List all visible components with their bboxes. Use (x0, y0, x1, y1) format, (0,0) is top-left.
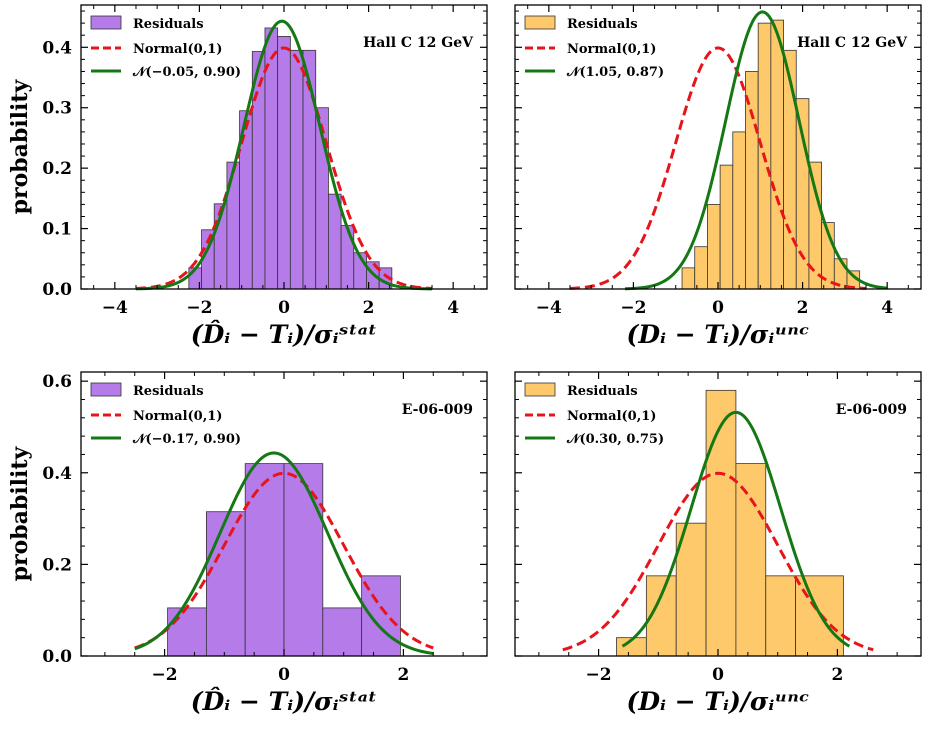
x-tick-label: 2 (397, 665, 409, 685)
histogram-bar (289, 49, 304, 290)
y-tick-label: 0.3 (42, 99, 72, 119)
legend: Residuals Normal(0,1) 𝒩(0.30, 0.75) (524, 382, 664, 447)
x-tick-label: −4 (536, 298, 562, 318)
histogram-bar (681, 267, 696, 290)
legend: Residuals Normal(0,1) 𝒩(−0.05, 0.90) (90, 15, 241, 80)
x-tick-label: −2 (620, 298, 646, 318)
legend-swatch-residuals (90, 15, 122, 30)
legend-label-residuals: Residuals (133, 17, 204, 32)
y-tick-label: 0.1 (42, 220, 72, 240)
histogram-bar (783, 49, 797, 290)
histogram-bar (795, 98, 810, 290)
histogram-bar (328, 193, 342, 290)
legend-label-residuals: Residuals (567, 384, 638, 399)
histogram-bar (694, 246, 708, 290)
legend-swatch-residuals (90, 382, 122, 397)
x-tick-label: 2 (363, 298, 375, 318)
y-tick-label: 0.0 (42, 647, 72, 667)
y-tick-label: 0.4 (42, 38, 72, 58)
x-axis-label: (D̂ᵢ − Tᵢ)/σᵢˢᵗᵃᵗ (191, 320, 377, 349)
y-tick-label: 0.6 (42, 372, 72, 392)
x-tick-label: −2 (186, 298, 212, 318)
x-tick-label: 2 (831, 665, 843, 685)
legend-label-normal: Normal(0,1) (567, 42, 656, 57)
panel-annotation: Hall C 12 GeV (797, 35, 908, 51)
histogram-bar (707, 204, 721, 290)
legend-label-normal: Normal(0,1) (567, 409, 656, 424)
histogram-bar (705, 389, 737, 657)
histogram-bar (770, 19, 784, 290)
x-tick-label: 0 (278, 298, 290, 318)
legend-label-normal: Normal(0,1) (133, 409, 222, 424)
y-tick-label: 0.0 (42, 280, 72, 300)
x-tick-label: 2 (797, 298, 809, 318)
histogram-bar (283, 463, 324, 657)
fitted-normal-curve (624, 10, 888, 291)
legend-swatch-residuals (524, 382, 556, 397)
panel-annotation: E-06-009 (836, 402, 907, 418)
reference-normal-curve (135, 46, 433, 290)
y-axis-label: probability (7, 445, 33, 581)
legend-label-residuals: Residuals (567, 17, 638, 32)
fitted-normal-curve (135, 19, 433, 291)
histogram-bar (205, 511, 246, 657)
legend-label-fit: 𝒩(−0.05, 0.90) (132, 65, 241, 80)
legend: Residuals Normal(0,1) 𝒩(1.05, 0.87) (524, 15, 664, 80)
legend-label-normal: Normal(0,1) (133, 42, 222, 57)
histogram-bar (732, 131, 746, 290)
histogram-bar (167, 607, 207, 657)
x-tick-label: −2 (152, 665, 178, 685)
legend-label-fit: 𝒩(−0.17, 0.90) (132, 432, 241, 447)
y-axis-label: probability (7, 78, 33, 214)
reference-normal-curve (134, 471, 434, 650)
histogram-bar (340, 225, 355, 290)
legend-label-fit: 𝒩(1.05, 0.87) (566, 65, 664, 80)
histogram-bar (765, 575, 797, 657)
histogram-bar (808, 161, 823, 290)
legend-label-residuals: Residuals (133, 384, 204, 399)
y-tick-label: 0.4 (42, 464, 72, 484)
legend-label-fit: 𝒩(0.30, 0.75) (566, 432, 664, 447)
histogram-bar (244, 463, 285, 657)
reference-normal-curve (569, 46, 867, 290)
x-axis-label: (D̂ᵢ − Tᵢ)/σᵢˢᵗᵃᵗ (191, 687, 377, 716)
x-tick-label: 0 (278, 665, 290, 685)
histogram-bar (322, 607, 363, 657)
x-tick-label: 4 (881, 298, 893, 318)
panel-annotation: Hall C 12 GeV (363, 35, 474, 51)
x-tick-label: −2 (586, 665, 612, 685)
legend-swatch-residuals (524, 15, 556, 30)
x-axis-label: (Dᵢ − Tᵢ)/σᵢᵘⁿᶜ (627, 320, 810, 349)
x-tick-label: 0 (712, 665, 724, 685)
chart-panel-top-right: −4 −2 0 2 4 (Dᵢ − Tᵢ)/σᵢᵘⁿᶜ Hall C 12 GeV Resid… (514, 4, 922, 349)
x-tick-label: 4 (447, 298, 459, 318)
histogram-bar (719, 164, 734, 290)
panel-annotation: E-06-009 (402, 402, 473, 418)
histogram-bar (277, 36, 291, 290)
x-axis-label: (Dᵢ − Tᵢ)/σᵢᵘⁿᶜ (627, 687, 810, 716)
x-tick-label: 0 (712, 298, 724, 318)
legend: Residuals Normal(0,1) 𝒩(−0.17, 0.90) (90, 382, 241, 447)
histogram-bar (735, 463, 767, 657)
chart-panel-bottom-left: −2 0 2 0.0 0.2 0.4 0.6 (D̂ᵢ − Tᵢ)/σᵢˢᵗᵃᵗ probabi… (7, 371, 488, 716)
chart-panel-top-left: −4 −2 0 2 4 0.0 0.1 0.2 0.3 0.4 (D̂ᵢ − Tᵢ)/σᵢˢᵗᵃᵗ p… (7, 4, 488, 349)
chart-panel-bottom-right: −2 0 2 (Dᵢ − Tᵢ)/σᵢᵘⁿᶜ E-06-009 Residuals Norm… (514, 371, 922, 716)
fitted-normal-curve (134, 451, 434, 655)
y-tick-label: 0.2 (42, 159, 72, 179)
y-tick-label: 0.2 (42, 555, 72, 575)
x-tick-label: −4 (102, 298, 128, 318)
fitted-normal-curve (621, 410, 851, 648)
